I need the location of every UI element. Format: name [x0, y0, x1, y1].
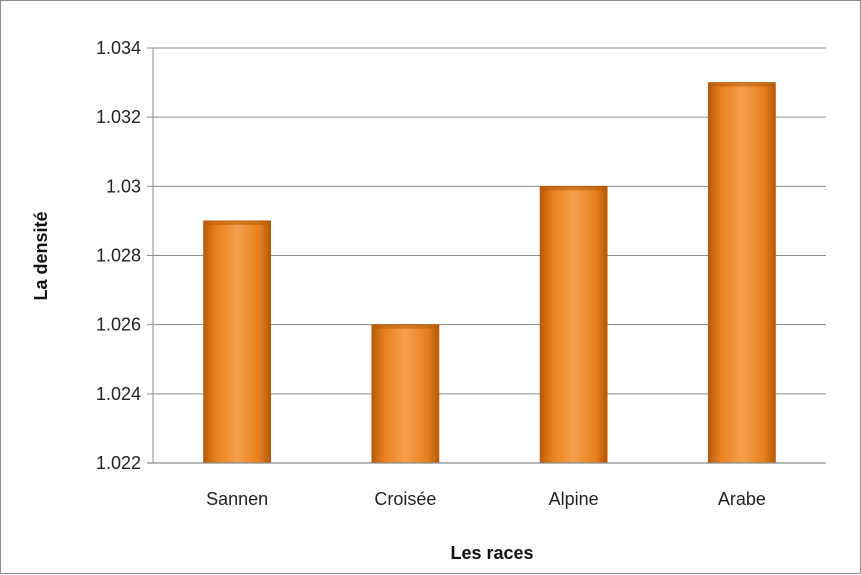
y-tick-label: 1.028: [96, 246, 141, 266]
x-category-label: Alpine: [549, 489, 599, 509]
y-tick-label: 1.03: [106, 176, 141, 196]
bar-croisée: [371, 324, 440, 464]
bar-top-edge: [708, 82, 776, 87]
y-tick-label: 1.034: [96, 38, 141, 58]
y-tick-label: 1.024: [96, 384, 141, 404]
bar-sannen: [203, 220, 272, 464]
axes: [147, 48, 826, 464]
bar-alpine: [539, 185, 608, 464]
x-axis-title: Les races: [450, 543, 533, 563]
y-tick-label: 1.022: [96, 453, 141, 473]
y-tick-label: 1.032: [96, 107, 141, 127]
y-axis-title: La densité: [31, 211, 51, 300]
y-tick-label: 1.026: [96, 315, 141, 335]
bar-top-edge: [371, 324, 439, 329]
bar-top-edge: [540, 186, 608, 191]
x-category-label: Sannen: [206, 489, 268, 509]
bar-top-edge: [203, 220, 271, 225]
bar-arabe: [707, 82, 776, 464]
labels: 1.022 1.024 1.026 1.028 1.03 1.032 1.034 Sannen…: [96, 38, 766, 509]
bars: [203, 82, 776, 464]
x-category-label: Croisée: [374, 489, 436, 509]
x-category-label: Arabe: [718, 489, 766, 509]
